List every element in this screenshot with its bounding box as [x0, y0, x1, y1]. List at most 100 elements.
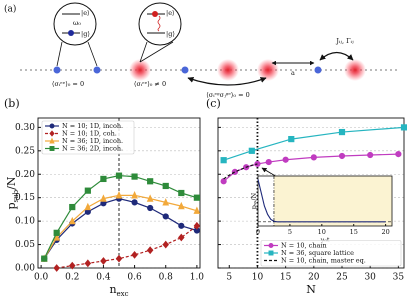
marker: [282, 156, 289, 163]
y-tick-label: 0.30: [15, 123, 35, 133]
marker: [69, 261, 76, 270]
marker: [146, 246, 154, 255]
marker: [178, 222, 185, 229]
axis-label-part: n: [109, 283, 116, 296]
plot-frame: [217, 117, 405, 269]
marker: [231, 168, 239, 176]
marker: [53, 229, 60, 236]
panel-label: (b): [4, 97, 20, 110]
legend-label: N = 10; 1D, coh.: [62, 130, 117, 138]
marker: [162, 198, 170, 206]
y-tick-label: 0.10: [15, 217, 35, 227]
series-line: [223, 163, 258, 180]
legend-label: N = 36; 2D, incoh.: [62, 145, 123, 153]
marker: [53, 233, 61, 241]
marker: [84, 187, 91, 194]
marker: [400, 124, 407, 131]
marker: [338, 128, 346, 136]
marker: [69, 203, 76, 211]
excited-atom: [129, 59, 151, 81]
series-line: [43, 175, 198, 259]
series-line: [43, 194, 198, 259]
legend-label: N = 36, square lattice: [281, 249, 354, 257]
marker: [41, 255, 48, 262]
marker: [248, 147, 255, 154]
marker: [288, 135, 295, 143]
x-tick-label: 25: [336, 273, 348, 283]
annotation: ⟨σᵢᵉᵉ⟩₀ ≠ 0: [134, 80, 166, 88]
legend-label: N = 10, chain, master eq.: [281, 257, 366, 265]
legend-label: N = 36; 1D, incoh.: [62, 137, 123, 145]
zoom-line: [87, 41, 98, 67]
zoom-circle: [138, 2, 182, 46]
excited-atom: [344, 59, 366, 81]
marker: [53, 264, 60, 272]
x-tick-label: 0.6: [127, 273, 142, 283]
axis-label-part: p: [5, 202, 18, 209]
panel-label: (c): [206, 97, 221, 110]
marker: [131, 191, 138, 199]
marker: [115, 254, 123, 263]
schematic: (a) |e⟩ ω₀ |g⟩ |e⟩ |g⟩ ⟨σᵢᵉᵉ⟩₀ = 0 ⟨σᵢᵉᵉ…: [4, 2, 400, 99]
axis-label-part: N: [306, 283, 316, 296]
annotation: ⟨σᵢᵉᵉ⟩₀ = 0: [52, 80, 84, 88]
inset-shade: [273, 176, 392, 226]
x-tick-label: 0.8: [159, 273, 174, 283]
x-tick-label: 0.0: [34, 273, 49, 283]
correlation-arrow: [187, 76, 267, 86]
inset-y-label: pₛₛ/N: [250, 192, 258, 209]
series-line: [43, 198, 198, 259]
y-tick-label: 0.05: [15, 240, 35, 250]
y-tick-label: 0.15: [15, 193, 35, 203]
legend-label: N = 10, chain: [281, 242, 327, 250]
x-tick-label: 15: [280, 273, 292, 283]
series-line: [56, 225, 198, 269]
marker: [68, 216, 76, 225]
marker: [131, 173, 138, 180]
y-tick-label: 0.20: [15, 170, 35, 180]
marker: [177, 201, 185, 210]
legend: [260, 240, 402, 267]
x-tick-label: 30: [364, 273, 376, 283]
ground-atom: [314, 66, 322, 74]
x-tick-label: 20: [308, 273, 320, 283]
marker: [147, 204, 154, 212]
population: [152, 11, 158, 17]
ground-atom: [93, 66, 101, 74]
legend-label: N = 10; 1D, incoh.: [62, 122, 123, 130]
population: [68, 30, 74, 36]
marker: [162, 240, 169, 249]
legend-marker: [268, 250, 274, 256]
marker: [178, 189, 185, 197]
inset-x-tick-label: 10: [318, 228, 326, 236]
marker: [147, 178, 154, 185]
inset-x-label: γ₀t: [320, 236, 329, 244]
annotation: a: [291, 69, 295, 77]
excited-atom: [257, 59, 279, 81]
marker: [162, 213, 169, 220]
annotation: Jᵢⱼ, Γᵢⱼ: [335, 37, 354, 45]
y-tick-label: 0.00: [15, 264, 35, 274]
annotation: ⟨σᵢᵉᵍσⱼᵍᵉ⟩₀ = 0: [206, 91, 250, 99]
x-tick-label: 10: [252, 273, 264, 283]
marker: [115, 191, 123, 199]
marker: [84, 202, 92, 211]
marker: [395, 150, 402, 158]
marker: [100, 194, 107, 202]
level-label: |e⟩: [81, 9, 90, 17]
excited-atom: [217, 59, 239, 81]
marker: [220, 178, 227, 185]
level-label: |g⟩: [81, 30, 90, 38]
x-tick-label: 0.2: [65, 273, 79, 283]
ground-atom: [53, 66, 61, 74]
legend-marker: [49, 130, 55, 137]
level-label: |e⟩: [166, 9, 175, 17]
axis-label-part: /N: [5, 176, 18, 190]
legend-marker: [268, 243, 274, 248]
axis-label-part: exc: [117, 290, 129, 298]
marker: [115, 172, 123, 179]
marker: [310, 154, 317, 161]
inset-x-tick-label: 0: [256, 228, 260, 236]
level-label: |g⟩: [166, 30, 175, 38]
level-label: ω₀: [73, 19, 81, 27]
